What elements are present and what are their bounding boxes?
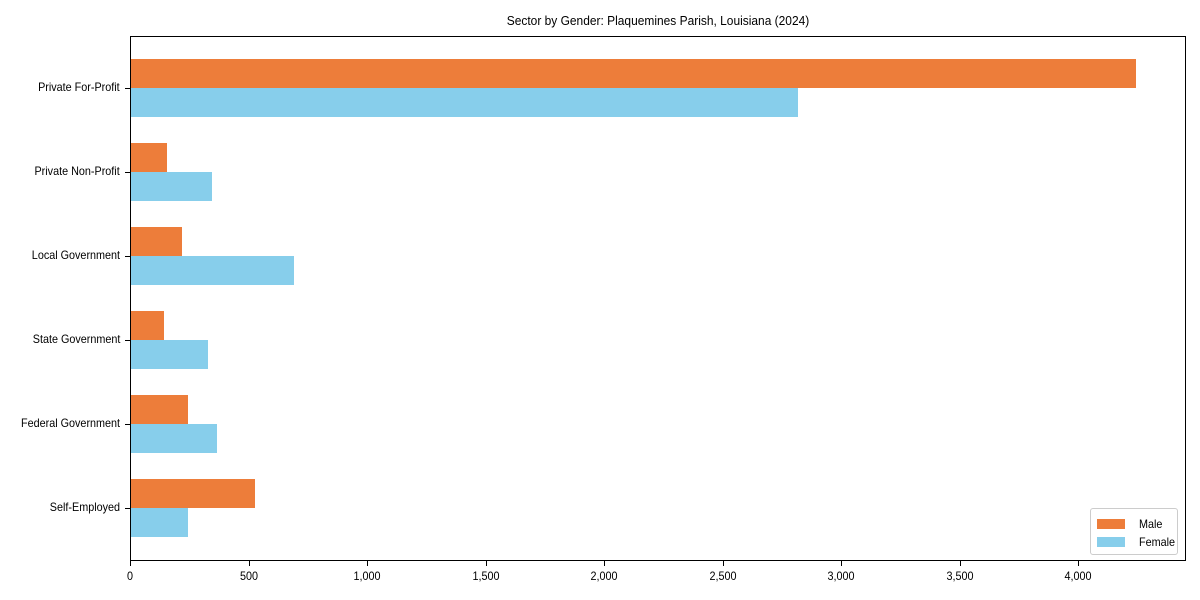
x-tick xyxy=(485,561,487,566)
x-tick-label: 3,500 xyxy=(945,569,974,583)
bar-male-private-for-profit xyxy=(131,59,1137,88)
bar-male-federal-government xyxy=(131,395,188,424)
y-tick xyxy=(125,172,130,173)
bar-female-private-for-profit xyxy=(131,88,798,117)
x-tick-label: 3,000 xyxy=(827,569,855,583)
bar-female-federal-government xyxy=(131,424,218,453)
x-tick xyxy=(722,561,724,566)
bar-female-self-employed xyxy=(131,508,188,537)
y-tick xyxy=(125,88,130,89)
x-tick xyxy=(959,561,961,566)
x-tick xyxy=(130,561,131,566)
plot-area xyxy=(130,36,1186,561)
y-tick-label: Private For-Profit xyxy=(38,80,120,94)
y-tick xyxy=(125,256,130,257)
y-tick xyxy=(125,424,130,425)
legend-swatch-male xyxy=(1097,519,1125,529)
x-tick xyxy=(841,561,842,566)
x-tick-label: 1,500 xyxy=(471,569,500,583)
x-tick xyxy=(604,561,605,566)
y-tick xyxy=(125,508,130,509)
bar-female-private-non-profit xyxy=(131,172,213,201)
legend-item-female: Female xyxy=(1097,535,1179,549)
x-tick-label: 4,000 xyxy=(1064,569,1092,583)
y-tick-label: Federal Government xyxy=(20,416,120,430)
x-tick-label: 2,500 xyxy=(708,569,737,583)
legend-label-female: Female xyxy=(1139,535,1176,549)
legend-item-male: Male xyxy=(1097,517,1165,531)
legend-swatch-female xyxy=(1097,537,1125,547)
legend-label-male: Male xyxy=(1139,517,1163,531)
bar-male-local-government xyxy=(131,227,182,256)
bar-female-state-government xyxy=(131,340,209,369)
x-tick xyxy=(367,561,368,566)
bar-male-private-non-profit xyxy=(131,143,168,172)
x-tick-label: 0 xyxy=(126,569,134,583)
bar-female-local-government xyxy=(131,256,295,285)
bar-male-self-employed xyxy=(131,479,255,508)
legend: Male Female xyxy=(1090,508,1178,555)
x-tick xyxy=(1078,561,1079,566)
x-tick-label: 1,000 xyxy=(353,569,381,583)
x-tick-label: 500 xyxy=(239,569,258,583)
chart-title: Sector by Gender: Plaquemines Parish, Lo… xyxy=(506,13,810,28)
y-tick-label: Private Non-Profit xyxy=(34,164,120,178)
y-tick-label: Self-Employed xyxy=(49,500,120,514)
x-tick xyxy=(248,561,250,566)
y-tick-label: Local Government xyxy=(31,248,120,262)
bar-male-state-government xyxy=(131,311,164,340)
y-tick xyxy=(125,340,130,341)
x-tick-label: 2,000 xyxy=(590,569,618,583)
y-tick-label: State Government xyxy=(32,332,120,346)
